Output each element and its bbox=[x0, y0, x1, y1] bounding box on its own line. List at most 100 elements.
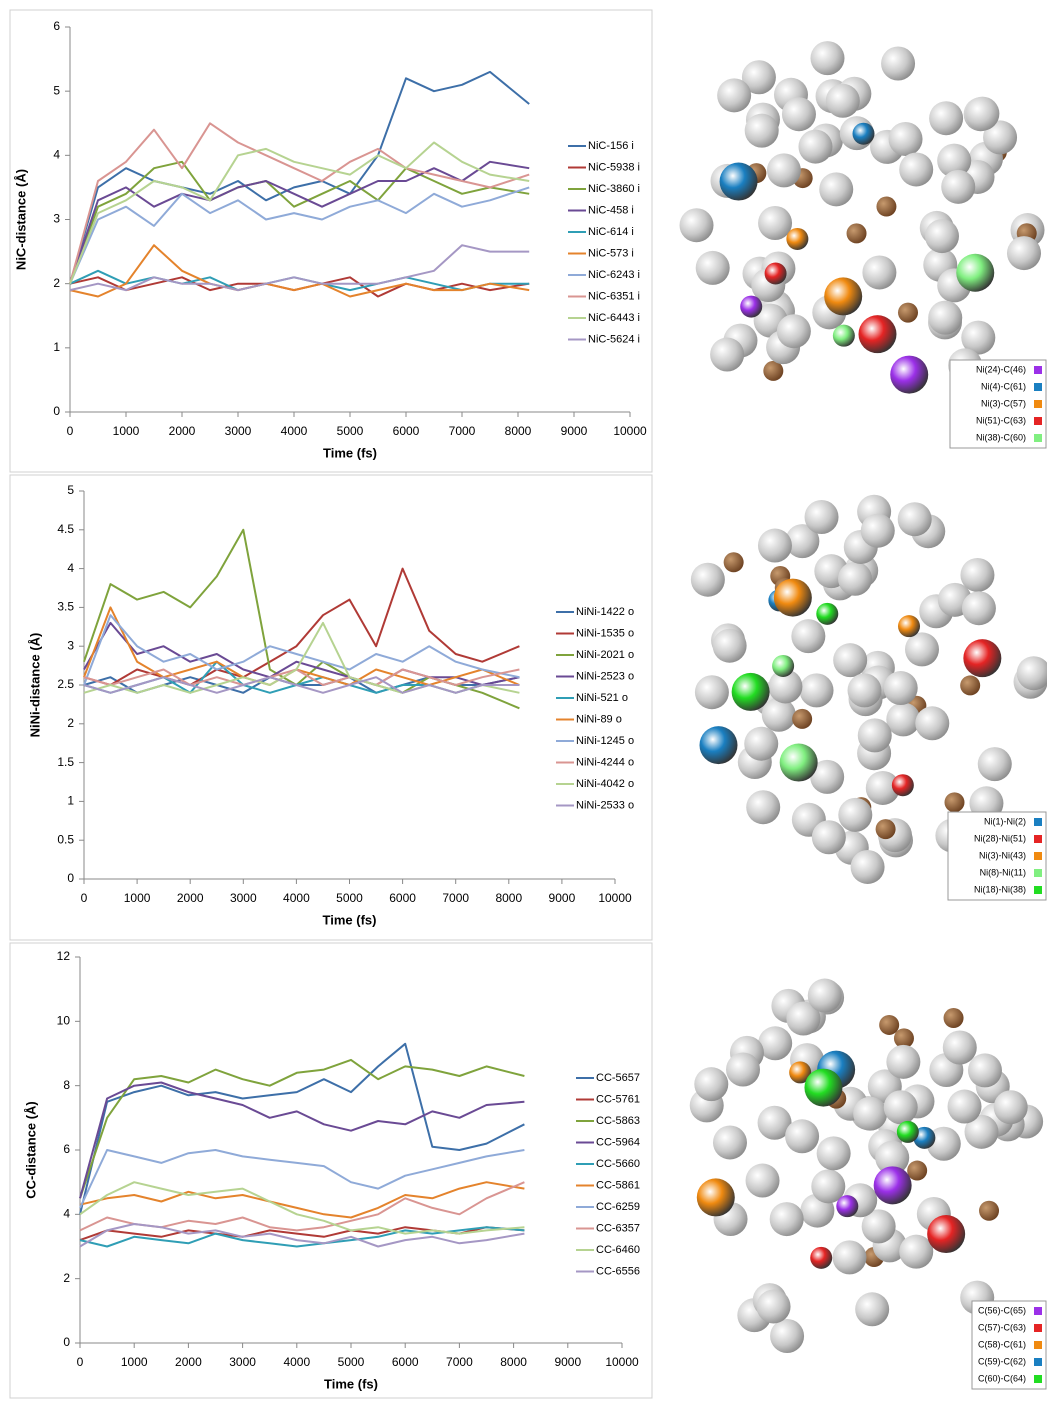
structure-legend-swatch bbox=[1034, 434, 1042, 442]
highlight-atom bbox=[816, 603, 838, 625]
legend-label: NiC-6443 i bbox=[588, 312, 640, 324]
legend-label: NiNi-1422 o bbox=[576, 606, 634, 618]
nickel-atom bbox=[941, 170, 975, 204]
nickel-atom bbox=[696, 251, 730, 285]
carbon-atom bbox=[792, 709, 812, 729]
legend-label: CC-5863 bbox=[596, 1115, 640, 1127]
y-tick-label: 0 bbox=[53, 404, 60, 418]
highlight-atom bbox=[890, 356, 928, 394]
y-tick-label: 6 bbox=[53, 19, 60, 33]
y-tick-label: 3 bbox=[53, 212, 60, 226]
y-tick-label: 2 bbox=[63, 1271, 70, 1285]
x-tick-label: 4000 bbox=[283, 891, 310, 905]
x-tick-label: 5000 bbox=[337, 424, 364, 438]
structure-legend-label: Ni(18)-Ni(38) bbox=[974, 884, 1026, 894]
x-tick-label: 7000 bbox=[446, 1355, 473, 1369]
structure-legend-label: Ni(24)-C(46) bbox=[976, 364, 1026, 374]
highlight-atom bbox=[697, 1178, 735, 1216]
structure-legend-swatch bbox=[1034, 852, 1042, 860]
structure-legend-swatch bbox=[1034, 417, 1042, 425]
nickel-atom bbox=[899, 152, 933, 186]
y-tick-label: 1.5 bbox=[57, 755, 74, 769]
structure-legend-swatch bbox=[1034, 1324, 1042, 1332]
x-tick-label: 1000 bbox=[124, 891, 151, 905]
nickel-atom bbox=[691, 563, 725, 597]
carbon-atom bbox=[907, 1161, 927, 1181]
carbon-atom bbox=[979, 1201, 999, 1221]
structure-legend-label: C(57)-C(63) bbox=[978, 1322, 1026, 1332]
nickel-atom bbox=[782, 97, 816, 131]
nickel-atom bbox=[746, 790, 780, 824]
y-tick-label: 6 bbox=[63, 1142, 70, 1156]
nickel-atom bbox=[884, 1090, 918, 1124]
panel-frame bbox=[10, 10, 652, 472]
nickel-atom bbox=[925, 219, 959, 253]
x-tick-label: 10000 bbox=[613, 424, 647, 438]
x-tick-label: 0 bbox=[81, 891, 88, 905]
series-line bbox=[80, 1083, 524, 1199]
legend-label: NiC-156 i bbox=[588, 140, 634, 152]
series-line bbox=[70, 72, 529, 284]
nickel-atom bbox=[889, 122, 923, 156]
y-tick-label: 2.5 bbox=[57, 677, 74, 691]
x-tick-label: 3000 bbox=[225, 424, 252, 438]
highlight-atom bbox=[699, 726, 737, 764]
legend-label: CC-5761 bbox=[596, 1093, 640, 1105]
nickel-atom bbox=[1007, 236, 1041, 270]
highlight-atom bbox=[898, 615, 920, 637]
highlight-atom bbox=[740, 296, 762, 318]
nickel-atom bbox=[757, 1289, 791, 1323]
nickel-atom bbox=[915, 706, 949, 740]
series-line bbox=[80, 1182, 524, 1217]
nickel-atom bbox=[812, 820, 846, 854]
nickel-atom bbox=[680, 208, 714, 242]
nickel-atom bbox=[978, 747, 1012, 781]
highlight-atom bbox=[956, 254, 994, 292]
nickel-atom bbox=[798, 130, 832, 164]
highlight-atom bbox=[963, 639, 1001, 677]
nickel-atom bbox=[861, 514, 895, 548]
nickel-atom bbox=[785, 1119, 819, 1153]
x-tick-label: 0 bbox=[77, 1355, 84, 1369]
highlight-atom bbox=[836, 1195, 858, 1217]
highlight-atom bbox=[732, 673, 770, 711]
highlight-atom bbox=[810, 1247, 832, 1269]
structure-legend-swatch bbox=[1034, 1307, 1042, 1315]
x-tick-label: 8000 bbox=[505, 424, 532, 438]
carbon-atom bbox=[879, 1015, 899, 1035]
nickel-atom bbox=[726, 1053, 760, 1087]
nickel-atom bbox=[948, 1090, 982, 1124]
legend-label: CC-5657 bbox=[596, 1072, 640, 1084]
structure-legend-label: Ni(3)-C(57) bbox=[981, 398, 1026, 408]
highlight-atom bbox=[786, 228, 808, 250]
nickel-atom bbox=[862, 255, 896, 289]
structure-legend-label: Ni(28)-Ni(51) bbox=[974, 833, 1026, 843]
x-tick-label: 3000 bbox=[230, 891, 257, 905]
nickel-atom bbox=[826, 84, 860, 118]
x-tick-label: 2000 bbox=[177, 891, 204, 905]
nickel-atom bbox=[791, 619, 825, 653]
y-axis-title: CC-distance (Å) bbox=[23, 1101, 38, 1199]
nickel-atom bbox=[832, 1240, 866, 1274]
x-tick-label: 10000 bbox=[598, 891, 632, 905]
legend-label: NiNi-1245 o bbox=[576, 735, 634, 747]
legend-label: CC-6357 bbox=[596, 1222, 640, 1234]
structure-legend-label: Ni(1)-Ni(2) bbox=[984, 816, 1026, 826]
legend-label: CC-5861 bbox=[596, 1179, 640, 1191]
series-line bbox=[80, 1060, 524, 1198]
carbon-atom bbox=[944, 792, 964, 812]
structure-legend-swatch bbox=[1034, 383, 1042, 391]
nickel-atom bbox=[808, 979, 842, 1013]
nickel-atom bbox=[962, 591, 996, 625]
legend-label: CC-6460 bbox=[596, 1244, 640, 1256]
nickel-atom bbox=[710, 338, 744, 372]
nickel-atom bbox=[965, 97, 999, 131]
nickel-atom bbox=[767, 153, 801, 187]
structure bbox=[680, 41, 1045, 393]
nickel-atom bbox=[881, 46, 915, 80]
x-axis-title: Time (fs) bbox=[323, 912, 377, 927]
y-tick-label: 0.5 bbox=[57, 832, 74, 846]
legend-label: CC-5964 bbox=[596, 1136, 640, 1148]
carbon-atom bbox=[724, 552, 744, 572]
x-tick-label: 8000 bbox=[500, 1355, 527, 1369]
